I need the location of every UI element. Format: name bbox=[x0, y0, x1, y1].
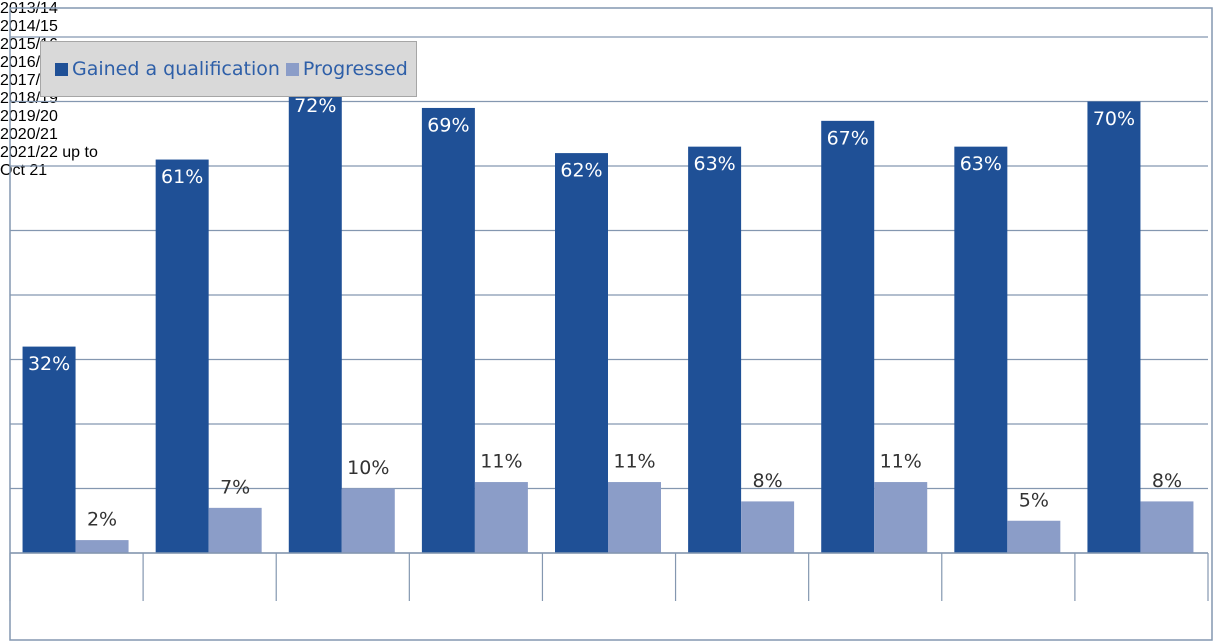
bar bbox=[741, 501, 795, 553]
bar bbox=[874, 482, 928, 553]
data-label: 32% bbox=[28, 353, 70, 375]
legend-label: Progressed bbox=[302, 58, 408, 80]
data-label: 10% bbox=[347, 457, 389, 479]
data-label: 70% bbox=[1093, 108, 1135, 130]
bar bbox=[1007, 520, 1061, 553]
chart-frame bbox=[9, 7, 1213, 641]
data-label: 5% bbox=[1019, 489, 1049, 511]
data-label: 2% bbox=[87, 509, 117, 531]
bar bbox=[421, 107, 475, 553]
data-label: 62% bbox=[560, 160, 602, 182]
bar bbox=[1140, 501, 1194, 553]
bar bbox=[22, 346, 76, 553]
legend-swatch bbox=[55, 62, 68, 76]
bar bbox=[688, 146, 742, 553]
data-label: 11% bbox=[480, 451, 522, 473]
data-label: 8% bbox=[753, 470, 783, 492]
data-label: 7% bbox=[220, 476, 250, 498]
bar bbox=[608, 482, 661, 553]
data-label: 61% bbox=[161, 166, 203, 188]
bar bbox=[288, 88, 342, 553]
bar bbox=[341, 488, 395, 553]
bar bbox=[555, 153, 608, 553]
bar bbox=[821, 120, 875, 553]
legend-swatch bbox=[285, 62, 299, 76]
data-label: 11% bbox=[880, 451, 922, 473]
bar bbox=[474, 482, 528, 553]
bar bbox=[75, 540, 129, 553]
bar bbox=[208, 507, 262, 553]
data-label: 67% bbox=[827, 127, 869, 149]
legend: Gained a qualification Progressed bbox=[40, 41, 417, 97]
legend-label: Gained a qualification bbox=[72, 58, 280, 80]
x-tick-label: 2014/15 bbox=[0, 18, 58, 35]
data-label: 63% bbox=[693, 153, 735, 175]
data-label: 8% bbox=[1152, 470, 1182, 492]
data-label: 11% bbox=[613, 451, 655, 473]
bar bbox=[954, 146, 1008, 553]
x-tick-label: 2020/21 bbox=[0, 126, 58, 143]
data-label: 63% bbox=[960, 153, 1002, 175]
data-label: 72% bbox=[294, 95, 336, 117]
bar bbox=[1087, 101, 1141, 553]
bar bbox=[155, 159, 209, 554]
x-tick-label: 2019/20 bbox=[0, 108, 58, 125]
data-label: 69% bbox=[427, 114, 469, 136]
